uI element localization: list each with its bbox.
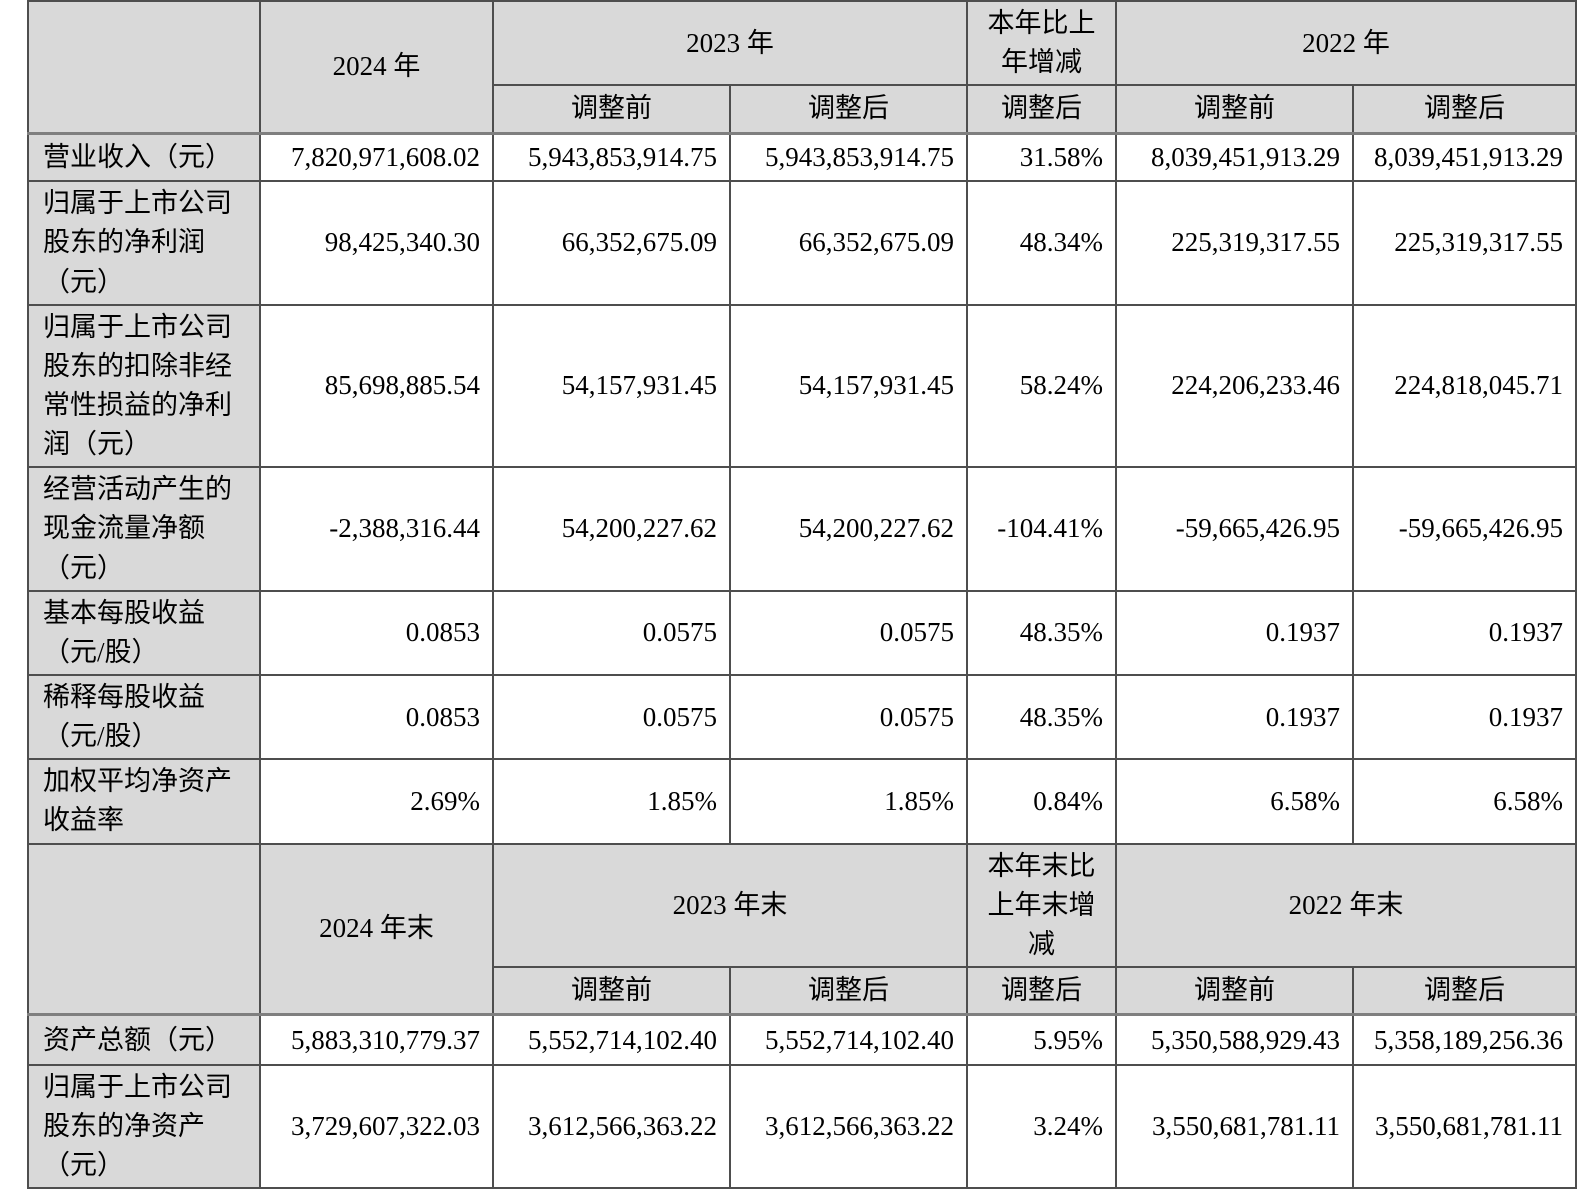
value-cell: 5,358,189,256.36 (1352, 1013, 1577, 1066)
table-row: 归属于上市公司 股东的净资产 （元） 3,729,607,322.03 3,61… (27, 1063, 1577, 1189)
value-cell: 48.34% (966, 180, 1117, 306)
value-cell: 224,206,233.46 (1115, 303, 1354, 469)
row-label: 稀释每股收益 （元/股） (27, 673, 261, 761)
value-cell: 0.1937 (1352, 673, 1577, 761)
value-cell: 5,943,853,914.75 (729, 131, 968, 183)
value-cell: 3,729,607,322.03 (259, 1063, 494, 1189)
value-cell: 0.1937 (1115, 589, 1354, 676)
value-cell: 48.35% (966, 673, 1117, 761)
table-row: 归属于上市公司 股东的净利润 （元） 98,425,340.30 66,352,… (27, 180, 1577, 306)
header-yearend-2022: 2022 年末 (1115, 842, 1577, 968)
report-page: { "colors": { "header_bg": "#d9d9d9", "b… (27, 0, 1577, 1189)
value-cell: 225,319,317.55 (1115, 180, 1354, 306)
value-cell: -59,665,426.95 (1352, 466, 1577, 592)
value-cell: 3.24% (966, 1063, 1117, 1189)
subheader-2023end-after: 调整后 (729, 965, 968, 1016)
subheader-2023end-before: 调整前 (492, 965, 731, 1016)
subheader-2022-after: 调整后 (1352, 84, 1577, 135)
value-cell: 8,039,451,913.29 (1115, 131, 1354, 183)
table-row: 加权平均净资产 收益率 2.69% 1.85% 1.85% 0.84% 6.58… (27, 758, 1577, 845)
value-cell: 5,552,714,102.40 (492, 1013, 731, 1066)
value-cell: 98,425,340.30 (259, 180, 494, 306)
value-cell: 3,612,566,363.22 (729, 1063, 968, 1189)
value-cell: 1.85% (492, 758, 731, 845)
table-row: 经营活动产生的 现金流量净额 （元） -2,388,316.44 54,200,… (27, 466, 1577, 592)
header-yearend-change: 本年末比 上年末增 减 (966, 842, 1117, 968)
subheader-change-after: 调整后 (966, 84, 1117, 135)
value-cell: 5,552,714,102.40 (729, 1013, 968, 1066)
value-cell: 0.0853 (259, 589, 494, 676)
subheader-2023-before: 调整前 (492, 84, 731, 135)
value-cell: 0.1937 (1115, 673, 1354, 761)
value-cell: 0.0575 (492, 589, 731, 676)
value-cell: 85,698,885.54 (259, 303, 494, 469)
header-yearend-2023: 2023 年末 (492, 842, 968, 968)
subheader-2022end-before: 调整前 (1115, 965, 1354, 1016)
value-cell: 1.85% (729, 758, 968, 845)
subheader-2023-after: 调整后 (729, 84, 968, 135)
row-label: 基本每股收益 （元/股） (27, 589, 261, 676)
value-cell: 5.95% (966, 1013, 1117, 1066)
row-label: 资产总额（元） (27, 1013, 261, 1066)
row-label: 归属于上市公司 股东的净资产 （元） (27, 1063, 261, 1189)
value-cell: 3,550,681,781.11 (1352, 1063, 1577, 1189)
row-label: 加权平均净资产 收益率 (27, 758, 261, 845)
value-cell: 2.69% (259, 758, 494, 845)
value-cell: 6.58% (1115, 758, 1354, 845)
value-cell: -2,388,316.44 (259, 466, 494, 592)
value-cell: 3,550,681,781.11 (1115, 1063, 1354, 1189)
value-cell: 5,350,588,929.43 (1115, 1013, 1354, 1066)
value-cell: 0.0853 (259, 673, 494, 761)
header-yoy-change: 本年比上 年增减 (966, 0, 1117, 87)
table-row: 资产总额（元） 5,883,310,779.37 5,552,714,102.4… (27, 1013, 1577, 1066)
value-cell: 225,319,317.55 (1352, 180, 1577, 306)
value-cell: 54,157,931.45 (492, 303, 731, 469)
header-year-2023: 2023 年 (492, 0, 968, 87)
subheader-2022-before: 调整前 (1115, 84, 1354, 135)
row-label: 营业收入（元） (27, 131, 261, 183)
value-cell: 58.24% (966, 303, 1117, 469)
row-label: 归属于上市公司 股东的扣除非经 常性损益的净利 润（元） (27, 303, 261, 469)
value-cell: 54,200,227.62 (729, 466, 968, 592)
subheader-changeend-after: 调整后 (966, 965, 1117, 1016)
value-cell: 0.0575 (729, 589, 968, 676)
row-label: 归属于上市公司 股东的净利润 （元） (27, 180, 261, 306)
value-cell: 5,943,853,914.75 (492, 131, 731, 183)
value-cell: 0.0575 (729, 673, 968, 761)
financial-summary-table: 2024 年 2023 年 本年比上 年增减 2022 年 调整前 调整后 调整… (27, 0, 1577, 1189)
value-cell: 54,157,931.45 (729, 303, 968, 469)
value-cell: 5,883,310,779.37 (259, 1013, 494, 1066)
value-cell: 66,352,675.09 (729, 180, 968, 306)
table-row: 营业收入（元） 7,820,971,608.02 5,943,853,914.7… (27, 131, 1577, 183)
value-cell: 224,818,045.71 (1352, 303, 1577, 469)
value-cell: 6.58% (1352, 758, 1577, 845)
value-cell: 31.58% (966, 131, 1117, 183)
value-cell: 66,352,675.09 (492, 180, 731, 306)
value-cell: 7,820,971,608.02 (259, 131, 494, 183)
table-row: 稀释每股收益 （元/股） 0.0853 0.0575 0.0575 48.35%… (27, 673, 1577, 761)
corner-cell (27, 842, 261, 1016)
value-cell: 48.35% (966, 589, 1117, 676)
header-yearend-2024: 2024 年末 (259, 842, 494, 1016)
header-year-2024: 2024 年 (259, 0, 494, 135)
table-row: 基本每股收益 （元/股） 0.0853 0.0575 0.0575 48.35%… (27, 589, 1577, 676)
value-cell: 3,612,566,363.22 (492, 1063, 731, 1189)
value-cell: 0.84% (966, 758, 1117, 845)
value-cell: -104.41% (966, 466, 1117, 592)
header-year-2022: 2022 年 (1115, 0, 1577, 87)
value-cell: 54,200,227.62 (492, 466, 731, 592)
value-cell: 0.0575 (492, 673, 731, 761)
subheader-2022end-after: 调整后 (1352, 965, 1577, 1016)
value-cell: 8,039,451,913.29 (1352, 131, 1577, 183)
value-cell: 0.1937 (1352, 589, 1577, 676)
row-label: 经营活动产生的 现金流量净额 （元） (27, 466, 261, 592)
table-row: 归属于上市公司 股东的扣除非经 常性损益的净利 润（元） 85,698,885.… (27, 303, 1577, 469)
corner-cell (27, 0, 261, 135)
value-cell: -59,665,426.95 (1115, 466, 1354, 592)
